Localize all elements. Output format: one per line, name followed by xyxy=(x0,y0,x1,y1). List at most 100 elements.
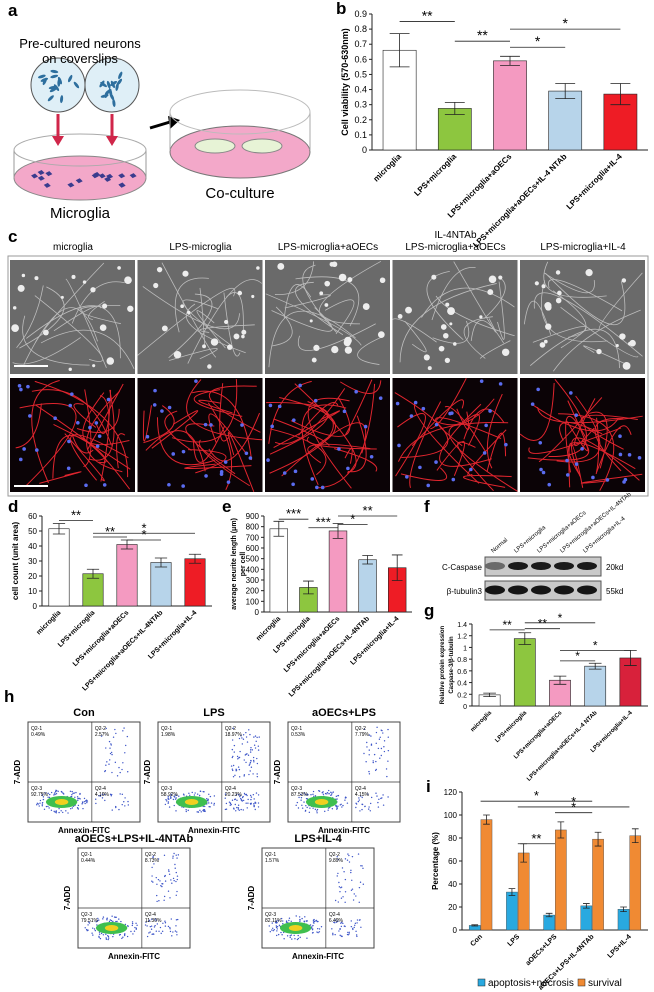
event xyxy=(297,934,299,937)
event xyxy=(152,933,154,935)
y-tick-label: 400 xyxy=(246,565,260,574)
x-tick-label: microglia xyxy=(470,710,494,734)
microglia-cell xyxy=(37,175,45,181)
axis-label: Annexin-FITC xyxy=(108,952,160,961)
event xyxy=(189,794,191,796)
significance-label: * xyxy=(562,15,568,31)
neurite xyxy=(88,300,105,320)
event xyxy=(387,796,389,798)
error-bar xyxy=(545,912,553,918)
cell-body xyxy=(210,338,219,346)
event xyxy=(331,792,333,794)
event xyxy=(100,735,103,737)
event xyxy=(350,889,353,892)
cell-body xyxy=(102,303,108,309)
event xyxy=(249,763,251,765)
event xyxy=(238,737,241,740)
event xyxy=(340,922,342,924)
nucleus xyxy=(605,478,610,482)
event xyxy=(288,919,290,922)
quadrant-percent: 2.57% xyxy=(95,732,110,738)
event xyxy=(92,927,94,929)
event xyxy=(135,927,137,929)
event xyxy=(162,922,164,924)
event xyxy=(175,871,177,874)
y-tick-label: 0 xyxy=(33,602,38,611)
event xyxy=(50,791,53,794)
y-tick-label: 0.8 xyxy=(354,24,367,34)
plot-title: Con xyxy=(73,707,95,719)
neuron xyxy=(106,80,111,89)
neurite xyxy=(426,271,464,341)
event xyxy=(359,919,361,921)
event xyxy=(232,755,234,758)
significance-label: * xyxy=(141,527,146,542)
event xyxy=(375,731,378,734)
nucleus xyxy=(203,422,208,427)
event xyxy=(176,875,179,877)
event xyxy=(373,753,376,756)
event xyxy=(305,794,307,796)
cell-body xyxy=(539,342,546,348)
event xyxy=(57,790,59,793)
error-bar xyxy=(483,814,490,825)
nucleus xyxy=(226,480,231,484)
axis-label: 7-ADD xyxy=(63,886,72,911)
event xyxy=(93,928,96,930)
quadrant-percent: 4.15% xyxy=(355,792,370,798)
event xyxy=(161,885,163,888)
nucleus xyxy=(68,403,73,408)
cell-body xyxy=(251,294,255,299)
event xyxy=(84,927,86,929)
event xyxy=(39,802,41,804)
panel-a-text: Microglia xyxy=(50,205,111,222)
event xyxy=(197,811,200,813)
cell-body xyxy=(226,344,233,350)
event xyxy=(225,802,228,805)
event xyxy=(104,793,106,796)
event xyxy=(115,806,117,809)
event xyxy=(326,793,328,795)
event xyxy=(198,794,201,797)
event xyxy=(126,935,129,938)
event xyxy=(116,920,118,923)
axis-label: Annexin-FITC xyxy=(292,952,344,961)
neurite xyxy=(83,389,92,468)
event xyxy=(370,735,372,737)
event xyxy=(206,797,208,800)
event xyxy=(357,853,360,855)
neurite xyxy=(409,401,442,489)
cell-body xyxy=(324,303,329,307)
neurite xyxy=(174,277,209,333)
event xyxy=(355,806,357,809)
neurite xyxy=(411,399,464,447)
neurite xyxy=(99,395,110,482)
cell-body xyxy=(555,297,562,304)
quadrant-percent: 0.53% xyxy=(291,732,306,738)
event xyxy=(236,806,238,809)
event xyxy=(295,804,297,807)
event xyxy=(86,801,88,804)
neurite xyxy=(448,422,518,492)
event xyxy=(47,805,49,808)
quadrant-name: Q2-2 xyxy=(329,852,340,858)
event xyxy=(74,796,76,799)
neurite xyxy=(95,389,112,434)
event xyxy=(305,805,307,807)
quadrant-name: Q2-4 xyxy=(329,912,340,918)
event xyxy=(118,766,120,769)
event xyxy=(182,793,185,795)
event xyxy=(148,920,150,922)
significance-label: * xyxy=(575,649,580,663)
event xyxy=(47,796,49,798)
event xyxy=(361,865,363,867)
nucleus xyxy=(623,477,628,482)
cell-body xyxy=(447,307,455,316)
event xyxy=(339,891,341,893)
nucleus xyxy=(538,441,543,445)
event xyxy=(276,921,278,924)
nucleus xyxy=(395,401,400,406)
event xyxy=(338,886,341,888)
significance-label: ** xyxy=(422,8,433,24)
event xyxy=(37,803,40,805)
